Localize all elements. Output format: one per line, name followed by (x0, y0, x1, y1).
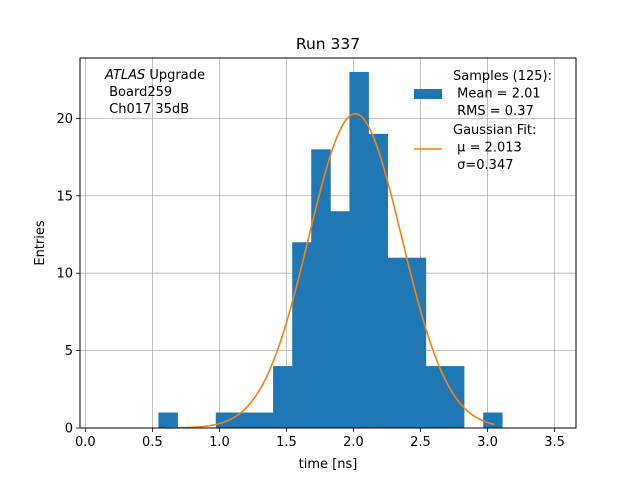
legend-text-line: Mean = 2.01 (453, 87, 541, 102)
info-box: ATLAS Upgrade Board259 Ch017 35dB (104, 68, 205, 117)
histogram-bar (158, 412, 178, 428)
histogram-bar (273, 366, 293, 428)
y-tick-label: 20 (56, 112, 73, 127)
y-axis-ticks: 0 5 10 15 20 (56, 112, 80, 437)
legend-patch-samples (414, 89, 442, 99)
histogram-bar (368, 133, 388, 429)
info-line: Board259 (105, 85, 172, 100)
y-tick-label: 0 (65, 422, 73, 437)
histogram-bar (254, 412, 274, 428)
x-tick-label: 0.0 (75, 435, 96, 450)
info-plain-text: Ch017 35dB (105, 102, 189, 117)
histogram-bar (483, 412, 503, 428)
y-axis-label: Entries (33, 220, 48, 266)
gaussian-fit-curve (165, 112, 495, 429)
info-plain-text: Upgrade (145, 68, 205, 83)
plot-frame (79, 57, 577, 429)
info-italic-text: ATLAS (104, 68, 145, 83)
x-tick-label: 2.0 (343, 435, 364, 450)
legend: Samples (125): Mean = 2.01 RMS = 0.37 Gau… (414, 69, 552, 173)
x-tick-label: 1.5 (276, 435, 297, 450)
histogram-bar (330, 211, 350, 428)
legend-text-line: RMS = 0.37 (453, 104, 534, 119)
histogram-bar (311, 149, 331, 428)
x-tick-label: 1.0 (209, 435, 230, 450)
x-axis-ticks: 0.0 0.5 1.0 1.5 2.0 2.5 3.0 3.5 (75, 428, 565, 450)
histogram-bar (292, 242, 312, 428)
legend-text-line: μ = 2.013 (453, 141, 522, 156)
x-tick-label: 3.0 (477, 435, 498, 450)
x-axis-label: time [ns] (299, 457, 358, 472)
histogram-bar (215, 412, 236, 428)
info-plain-text: Board259 (105, 85, 172, 100)
fit-line (165, 112, 495, 429)
info-line: ATLAS Upgrade (104, 68, 205, 83)
x-tick-label: 0.5 (142, 435, 163, 450)
legend-text-line: σ=0.347 (453, 158, 513, 173)
histogram-bar (387, 257, 408, 428)
y-tick-label: 5 (65, 344, 73, 359)
histogram-bar (425, 366, 446, 428)
y-tick-label: 15 (56, 189, 73, 204)
x-tick-label: 2.5 (410, 435, 431, 450)
info-line: Ch017 35dB (105, 102, 189, 117)
histogram-bar (406, 257, 427, 428)
x-tick-label: 3.5 (544, 435, 565, 450)
y-tick-label: 10 (56, 267, 73, 282)
legend-text-line: Gaussian Fit: (453, 123, 536, 138)
legend-text-line: Samples (125): (453, 69, 552, 84)
histogram-bar (234, 412, 255, 428)
histogram-bar (349, 71, 369, 429)
chart-title: Run 337 (296, 35, 360, 53)
